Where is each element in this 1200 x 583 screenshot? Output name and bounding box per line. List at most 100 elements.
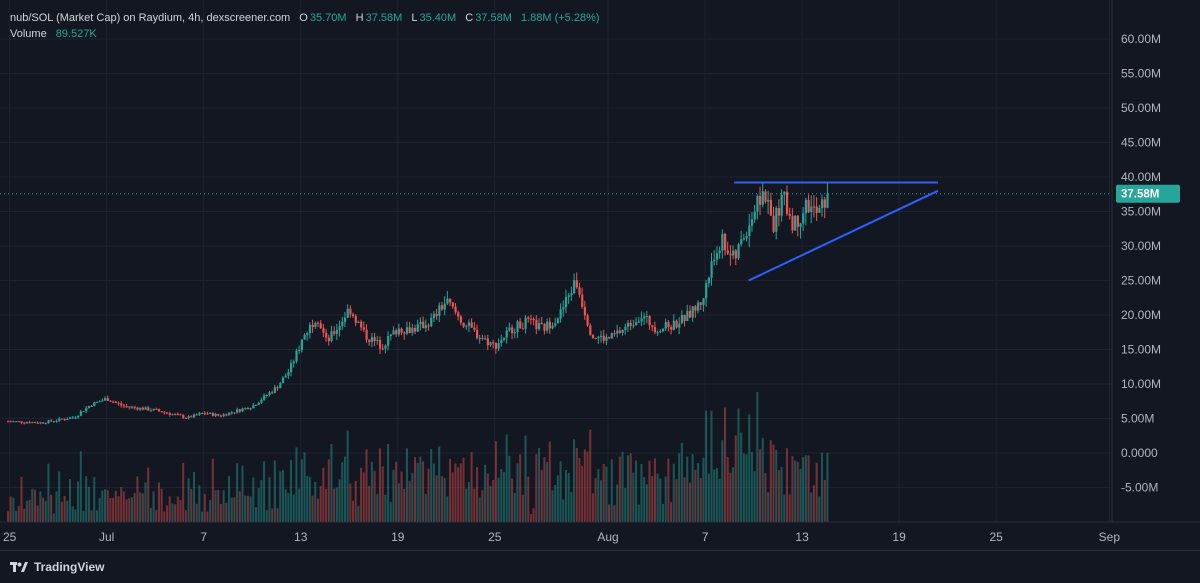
candle [365,324,368,343]
time-axis[interactable]: 25 Jul 7 13 19 25 Aug 7 13 19 25 Sep [0,521,1200,544]
candle [198,411,201,416]
candle [327,334,330,346]
candle [559,303,562,323]
candle [737,242,740,261]
volume-bar [688,482,691,522]
volume-bar [780,466,783,522]
volume-bar [109,497,112,522]
candle [422,316,425,329]
candle [659,329,662,334]
candle [551,322,554,330]
candle [104,396,107,402]
volume-bar [440,476,443,522]
candle [440,301,444,311]
candle [95,401,99,404]
volume-bar [63,495,66,522]
volume-bar [554,484,557,522]
price-axis[interactable]: 60.00M 55.00M 50.00M 45.00M 40.00M 35.00M 30.0… [1111,0,1161,522]
time-tick-label: 7 [200,530,207,544]
candle [23,421,26,425]
candle [217,413,220,417]
volume-bar [268,477,271,522]
volume-bar [726,456,729,522]
volume-bar [605,466,608,522]
candle [648,315,651,331]
volume-bar [257,488,260,522]
candle [492,339,495,349]
volume-bar [508,455,511,522]
volume-bar [349,483,352,522]
time-tick-label: Aug [597,530,618,544]
volume-bar [322,467,325,522]
volume-bar [160,488,163,522]
volume-bar [319,486,322,522]
candle [723,232,727,256]
volume-bar [794,460,797,522]
candle [691,306,694,322]
candle [160,411,163,413]
candle [567,293,570,305]
volume-bar [79,451,82,522]
volume-bar [449,459,452,522]
volume-bar [750,451,753,522]
candle [209,412,212,415]
symbol-title[interactable]: nub/SOL (Market Cap) on Raydium, 4h, dex… [10,12,291,24]
volume-bar [718,478,721,522]
tradingview-brand: TradingView [34,560,105,574]
candle [176,412,180,416]
volume-bar [346,430,349,522]
candle [527,315,530,323]
trendline-support[interactable] [748,189,939,282]
candle [85,405,88,414]
volume-bar [732,467,735,522]
candle [699,302,702,311]
volume-bar [729,472,732,522]
volume-label[interactable]: Volume [10,28,47,40]
candle [249,407,252,411]
volume-bar [303,452,306,522]
volume-bar [217,490,220,522]
volume-bar [74,509,77,522]
price-tick-label: -5.00M [1121,481,1158,495]
candle [39,421,42,425]
candle [87,405,91,409]
volume-bar [769,440,772,522]
candle [58,417,61,423]
volume-bar [476,467,479,522]
volume-bar [381,466,384,522]
candle [476,324,479,340]
volume-bar [408,480,411,522]
candle [50,418,53,422]
volume-bar [753,471,756,522]
volume-bar [715,467,718,522]
candle [219,414,223,418]
volume-bar [12,497,15,522]
volume-bar [699,477,702,522]
volume-bar [632,472,635,522]
candle [548,317,551,334]
volume-bar [659,478,662,522]
volume-bar [529,513,532,522]
volume-bar [373,470,376,522]
volume-bar [640,464,643,522]
candle [206,411,209,415]
candle [295,348,298,364]
volume-bar [602,463,605,522]
price-tick-label: 0.0000 [1121,446,1158,460]
volume-bar [742,453,745,522]
candle [9,420,12,423]
volume-bar [82,510,85,522]
volume-bar [306,476,309,522]
tradingview-logo[interactable]: TradingView [10,560,104,574]
time-tick-label: 7 [702,530,709,544]
candle [686,304,689,322]
time-tick-label: Sep [1099,530,1121,544]
trendlines[interactable] [734,181,939,282]
volume-bar [190,488,193,522]
volume-bar [648,460,651,522]
volume-bar [527,476,530,522]
volume-bar [416,462,419,522]
volume-bar [263,461,266,522]
candle [136,406,139,411]
